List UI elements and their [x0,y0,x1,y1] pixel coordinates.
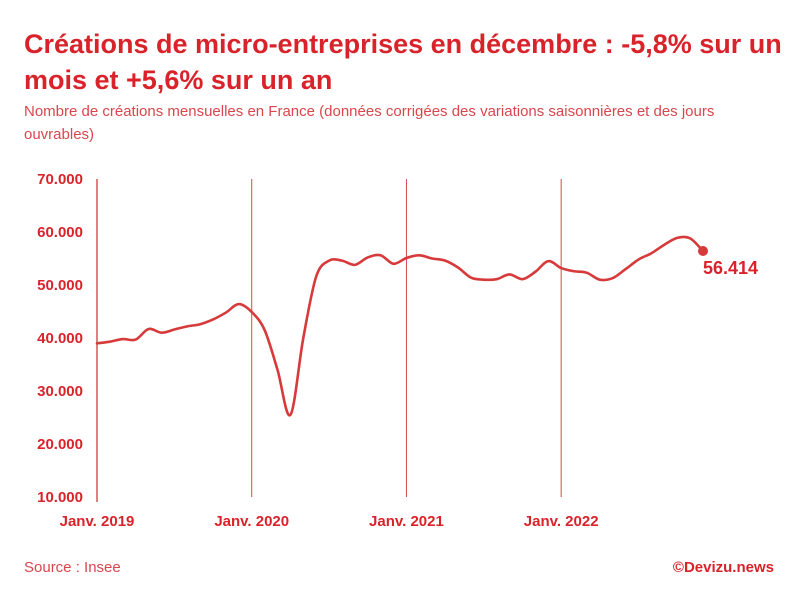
gridlines [96,179,562,502]
series-line [95,235,705,417]
y-axis-labels: 70.000 60.000 50.000 40.000 30.000 20.000 10.0… [37,171,83,506]
y-tick-label: 40.000 [37,330,83,347]
y-tick-label: 10.000 [37,489,83,506]
y-tick-label: 50.000 [37,277,83,294]
last-value-point [698,246,708,257]
x-axis-labels: Janv. 2019 Janv. 2020 Janv. 2021 Janv. 2022 [60,513,599,530]
chart-title: Créations de micro-entreprises en décemb… [24,29,782,95]
credit-label: ©Devizu.news [672,559,774,576]
x-tick-label: Janv. 2019 [60,513,135,530]
source-note: Source : Insee [24,559,121,576]
y-tick-label: 30.000 [37,383,83,400]
y-tick-label: 70.000 [37,171,83,188]
annotation-layer: 56.414 [698,246,758,278]
x-tick-label: Janv. 2021 [369,513,444,530]
x-tick-label: Janv. 2022 [524,513,599,530]
series-layer [95,235,705,417]
y-tick-label: 60.000 [37,224,83,241]
chart-subtitle: Nombre de créations mensuelles en France… [24,103,715,143]
x-tick-label: Janv. 2020 [214,513,289,530]
y-tick-label: 20.000 [37,436,83,453]
last-value-label: 56.414 [703,258,758,278]
